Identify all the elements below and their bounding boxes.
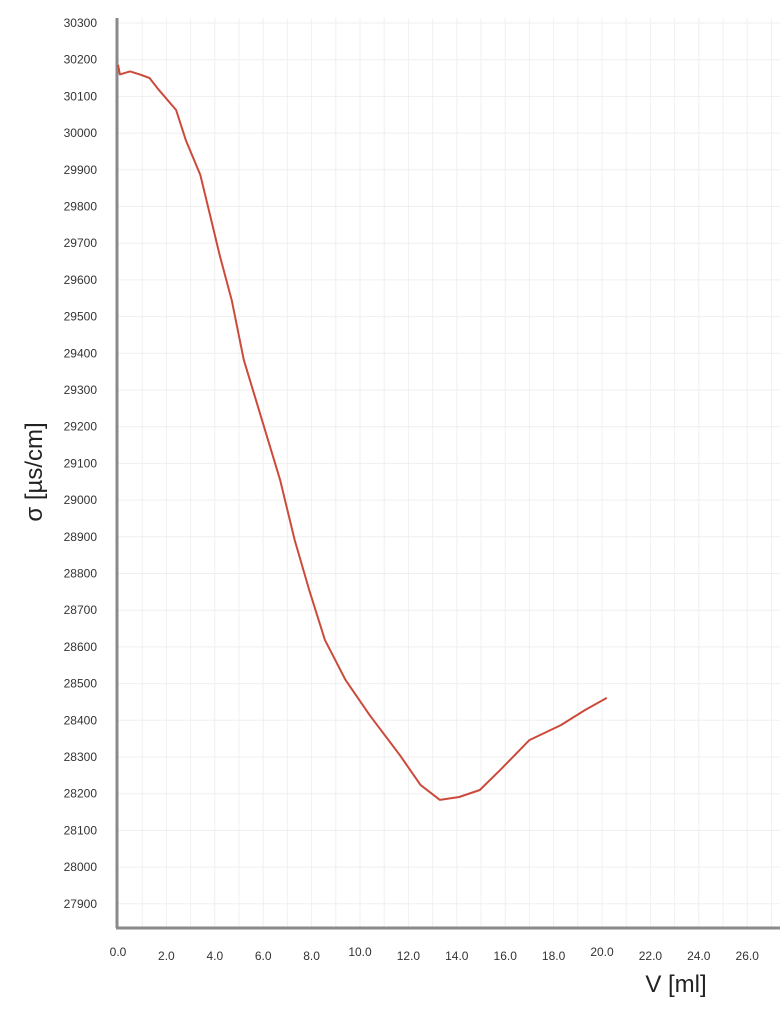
y-tick-label: 30300 — [64, 16, 98, 30]
y-tick-label: 28700 — [64, 603, 98, 617]
y-tick-label: 29000 — [64, 493, 98, 507]
y-tick-label: 30000 — [64, 126, 98, 140]
x-tick-label: 10.0 — [348, 945, 372, 959]
x-tick-labels: 0.0 2.0 4.0 6.0 8.0 10.0 12.0 14.0 16.0 18.0 20.0 2… — [110, 945, 760, 963]
y-tick-label: 29300 — [64, 383, 98, 397]
y-tick-label: 28000 — [64, 860, 98, 874]
x-tick-label: 18.0 — [542, 949, 566, 963]
x-axis-label: V [ml] — [645, 971, 706, 998]
y-tick-label: 28800 — [64, 567, 98, 581]
x-tick-label: 14.0 — [445, 949, 469, 963]
y-tick-label: 29200 — [64, 420, 98, 434]
x-tick-label: 12.0 — [397, 949, 421, 963]
grid — [117, 18, 780, 928]
y-tick-label: 28300 — [64, 750, 98, 764]
x-tick-label: 16.0 — [494, 949, 518, 963]
y-tick-label: 28900 — [64, 530, 98, 544]
y-tick-label: 29800 — [64, 200, 98, 214]
x-tick-label: 6.0 — [255, 949, 272, 963]
y-tick-label: 28200 — [64, 787, 98, 801]
x-tick-label: 26.0 — [736, 949, 760, 963]
x-tick-label: 2.0 — [158, 949, 175, 963]
y-tick-label: 29900 — [64, 163, 98, 177]
y-tick-label: 28500 — [64, 677, 98, 691]
x-tick-label: 22.0 — [639, 949, 663, 963]
y-axis-label: σ [µs/cm] — [21, 422, 48, 521]
y-tick-labels: 30300 30200 30100 30000 29900 29800 29700 29600… — [64, 16, 98, 911]
y-tick-label: 30100 — [64, 89, 98, 103]
x-tick-label: 0.0 — [110, 945, 127, 959]
x-tick-label: 24.0 — [687, 949, 711, 963]
y-tick-label: 28100 — [64, 823, 98, 837]
y-tick-label: 30200 — [64, 53, 98, 67]
y-tick-label: 27900 — [64, 897, 98, 911]
x-tick-label: 20.0 — [590, 945, 614, 959]
y-tick-label: 29400 — [64, 346, 98, 360]
x-tick-label: 4.0 — [206, 949, 223, 963]
series-line — [117, 64, 608, 801]
y-tick-label: 28600 — [64, 640, 98, 654]
y-tick-label: 28400 — [64, 713, 98, 727]
y-tick-label: 29700 — [64, 236, 98, 250]
y-tick-label: 29600 — [64, 273, 98, 287]
y-tick-label: 29100 — [64, 456, 98, 470]
x-tick-label: 8.0 — [303, 949, 320, 963]
y-tick-label: 29500 — [64, 310, 98, 324]
